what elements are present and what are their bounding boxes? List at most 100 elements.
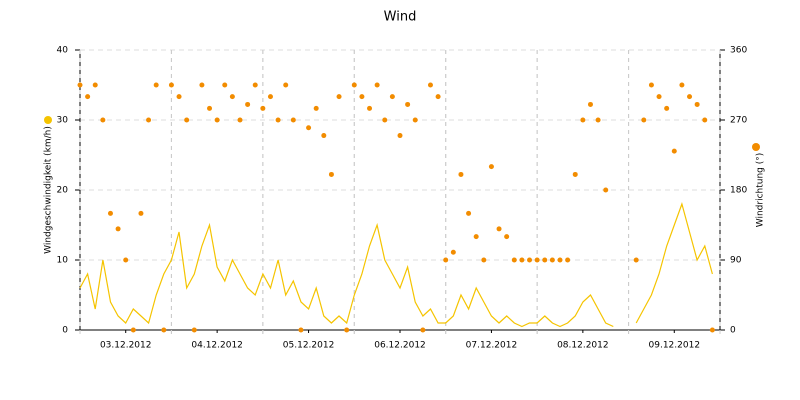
- direction-point: [359, 94, 365, 100]
- direction-point: [527, 257, 533, 263]
- direction-point: [389, 94, 395, 100]
- direction-point: [572, 171, 578, 177]
- direction-point: [702, 117, 708, 123]
- direction-point: [168, 82, 174, 88]
- y2-tick-label: 90: [730, 256, 742, 266]
- direction-point: [161, 327, 167, 333]
- direction-point: [245, 101, 251, 107]
- direction-point: [473, 234, 479, 240]
- direction-point: [633, 257, 639, 263]
- direction-point: [549, 257, 555, 263]
- direction-point: [382, 117, 388, 123]
- direction-point: [214, 117, 220, 123]
- direction-point: [374, 82, 380, 88]
- direction-point: [466, 210, 472, 216]
- direction-point: [405, 101, 411, 107]
- direction-point: [222, 82, 228, 88]
- direction-point: [336, 94, 342, 100]
- y2-tick-label: 0: [730, 326, 736, 336]
- direction-point: [328, 171, 334, 177]
- direction-point: [427, 82, 433, 88]
- direction-point: [458, 171, 464, 177]
- direction-point: [687, 94, 693, 100]
- direction-point: [565, 257, 571, 263]
- direction-point: [260, 105, 266, 111]
- direction-point: [481, 257, 487, 263]
- direction-point: [184, 117, 190, 123]
- x-tick-label: 04.12.2012: [191, 341, 243, 351]
- direction-point: [641, 117, 647, 123]
- direction-point: [694, 101, 700, 107]
- direction-point: [511, 257, 517, 263]
- direction-point: [306, 125, 312, 131]
- direction-point: [191, 327, 197, 333]
- legend-marker: [752, 143, 760, 151]
- direction-point: [367, 105, 373, 111]
- x-tick-label: 08.12.2012: [557, 341, 609, 351]
- direction-point: [679, 82, 685, 88]
- direction-point: [534, 257, 540, 263]
- direction-point: [130, 327, 136, 333]
- direction-point: [123, 257, 129, 263]
- direction-point: [176, 94, 182, 100]
- direction-point: [656, 94, 662, 100]
- y2-axis-label: Windrichtung (°): [756, 153, 766, 228]
- direction-point: [298, 327, 304, 333]
- y-tick-label: 0: [62, 326, 68, 336]
- direction-point: [671, 148, 677, 154]
- legend-marker: [44, 116, 52, 124]
- direction-point: [519, 257, 525, 263]
- y-tick-label: 30: [57, 116, 69, 126]
- chart-title: Wind: [384, 10, 417, 25]
- direction-point: [488, 164, 494, 170]
- direction-point: [648, 82, 654, 88]
- x-tick-label: 09.12.2012: [649, 341, 701, 351]
- x-tick-label: 03.12.2012: [100, 341, 152, 351]
- direction-point: [252, 82, 258, 88]
- direction-point: [664, 105, 670, 111]
- direction-point: [595, 117, 601, 123]
- direction-point: [504, 234, 510, 240]
- y2-tick-label: 270: [730, 116, 747, 126]
- direction-point: [351, 82, 357, 88]
- direction-point: [146, 117, 152, 123]
- direction-point: [321, 133, 327, 139]
- direction-point: [77, 82, 83, 88]
- direction-point: [267, 94, 273, 100]
- direction-point: [107, 210, 113, 216]
- direction-point: [92, 82, 98, 88]
- direction-point: [199, 82, 205, 88]
- direction-point: [153, 82, 159, 88]
- direction-point: [237, 117, 243, 123]
- direction-point: [420, 327, 426, 333]
- direction-point: [283, 82, 289, 88]
- direction-point: [100, 117, 106, 123]
- x-tick-label: 05.12.2012: [283, 341, 335, 351]
- direction-point: [275, 117, 281, 123]
- direction-point: [603, 187, 609, 193]
- direction-point: [229, 94, 235, 100]
- y2-tick-label: 360: [730, 46, 747, 56]
- direction-point: [207, 105, 213, 111]
- y-tick-label: 40: [57, 46, 69, 56]
- direction-point: [138, 210, 144, 216]
- x-tick-label: 06.12.2012: [374, 341, 426, 351]
- direction-point: [435, 94, 441, 100]
- direction-point: [557, 257, 563, 263]
- direction-point: [397, 133, 403, 139]
- y-tick-label: 20: [57, 186, 69, 196]
- direction-point: [443, 257, 449, 263]
- direction-point: [412, 117, 418, 123]
- direction-point: [290, 117, 296, 123]
- y2-tick-label: 180: [730, 186, 747, 196]
- y-tick-label: 10: [57, 256, 69, 266]
- direction-point: [313, 105, 319, 111]
- direction-point: [587, 101, 593, 107]
- direction-point: [344, 327, 350, 333]
- direction-point: [542, 257, 548, 263]
- x-tick-label: 07.12.2012: [466, 341, 518, 351]
- direction-point: [85, 94, 91, 100]
- direction-point: [496, 226, 502, 232]
- direction-point: [580, 117, 586, 123]
